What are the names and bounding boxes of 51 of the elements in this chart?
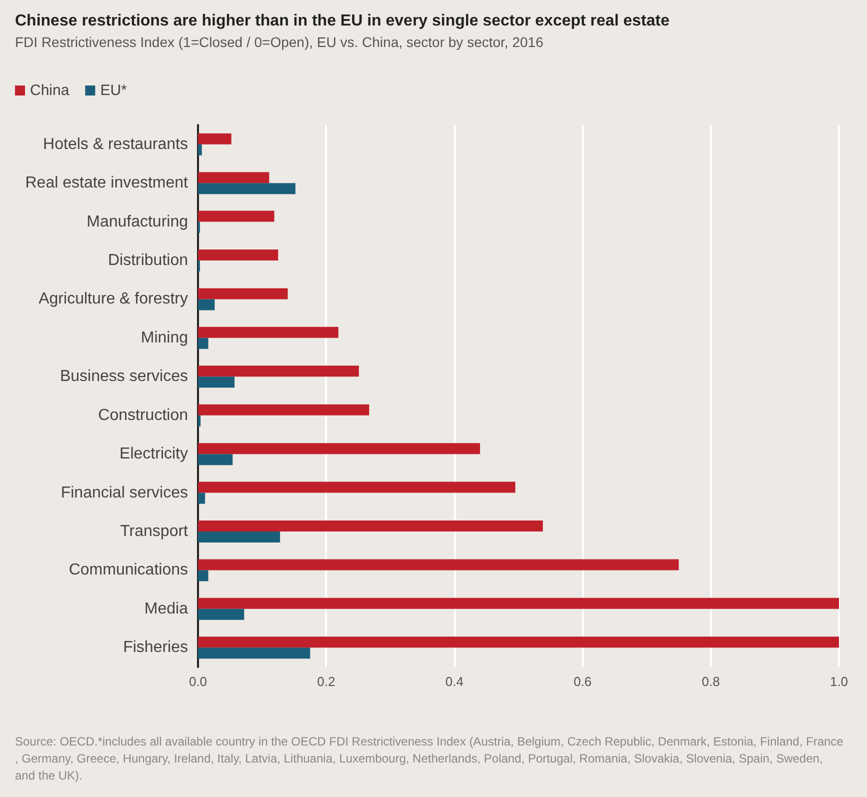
bar <box>198 570 208 582</box>
bar <box>198 183 296 194</box>
bar <box>198 648 310 659</box>
bar <box>198 482 516 493</box>
legend-label: China <box>30 82 70 99</box>
y-tick-label: Financial services <box>60 484 188 502</box>
y-tick-label: Manufacturing <box>86 213 188 230</box>
bar <box>198 133 232 144</box>
y-tick-label: Real estate investment <box>25 174 189 192</box>
y-tick-label: Construction <box>98 406 188 424</box>
bar <box>198 366 359 377</box>
source-note: Source: OECD.*includes all available country in the OECD FDI Restrictiveness Index (Austria, Belgium, Czech Republic, Denmark, Estonia, Finland, France, Germany, Greece, Hungary, Ireland, Italy, Latvia, Lithuania, Luxembourg, Netherlands, Poland, Portugal, Romania, Slovakia, Slovenia, Spain, Sweden, and the UK). <box>15 734 844 782</box>
bar <box>198 326 338 338</box>
bar <box>198 636 839 648</box>
bar <box>198 144 202 156</box>
y-tick-label: Media <box>144 600 188 618</box>
bar <box>198 608 244 620</box>
bar <box>198 210 274 222</box>
y-tick-label: Agriculture & forestry <box>38 290 188 308</box>
legend-label: EU* <box>100 82 128 99</box>
y-tick-label: Communications <box>68 562 188 579</box>
y-tick-label: Fisheries <box>123 639 188 656</box>
y-tick-label: Business services <box>60 368 188 386</box>
chart-subtitle: FDI Restrictiveness Index (1=Closed / 0=Open), EU vs. China, sector by sector, 2016 <box>15 34 544 50</box>
bar <box>198 172 270 184</box>
bar <box>198 598 839 609</box>
x-tick-label: 0.0 <box>188 674 208 689</box>
bar <box>198 404 370 416</box>
bar <box>198 559 679 570</box>
x-tick-label: 0.8 <box>702 674 720 689</box>
x-tick-label: 0.4 <box>445 674 464 689</box>
bar <box>198 338 208 349</box>
bar <box>198 454 233 466</box>
bar <box>198 443 480 454</box>
y-tick-label: Mining <box>140 329 188 346</box>
y-tick-label: Hotels & restaurants <box>43 136 188 153</box>
bar <box>198 250 278 260</box>
bar <box>198 492 206 504</box>
x-tick-label: 1.0 <box>830 674 848 689</box>
chart-title: Chinese restrictions are higher than in the EU in every single sector except real estate <box>15 12 670 30</box>
y-tick-label: Transport <box>120 523 189 540</box>
bar <box>198 299 215 310</box>
bar <box>198 376 235 388</box>
bar <box>198 288 288 300</box>
y-tick-label: Distribution <box>108 252 188 269</box>
x-tick-label: 0.6 <box>574 674 592 689</box>
y-tick-label: Electricity <box>120 446 188 463</box>
x-tick-label: 0.2 <box>317 674 336 689</box>
bar <box>198 532 280 542</box>
bar <box>198 415 201 426</box>
bar <box>198 520 543 532</box>
